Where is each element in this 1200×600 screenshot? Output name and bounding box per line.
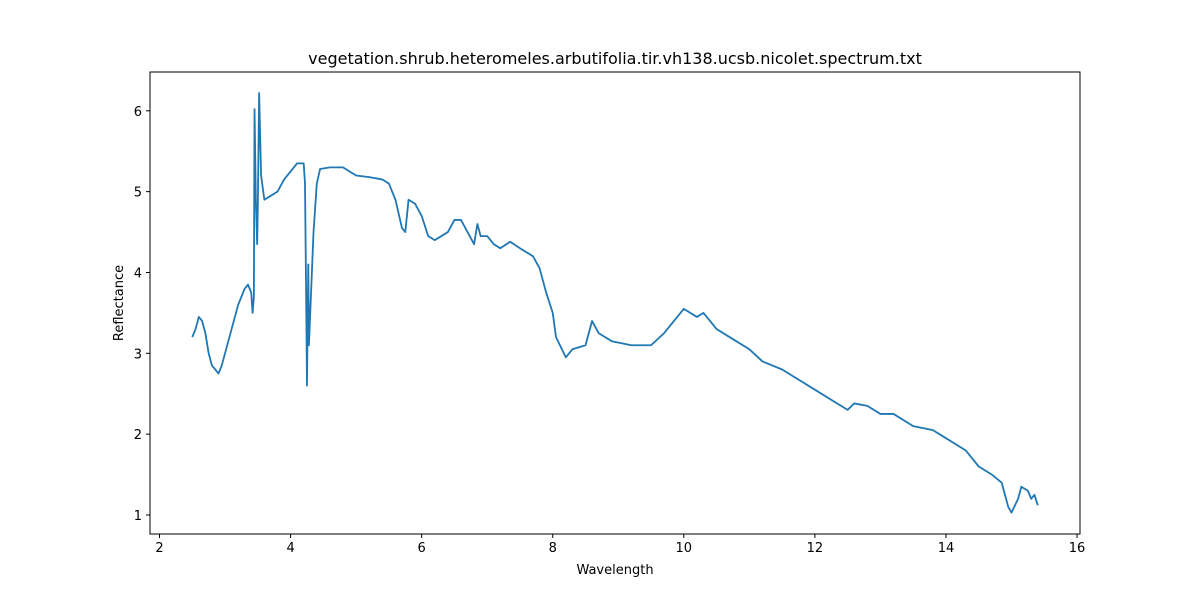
y-tick-label: 4	[134, 266, 142, 281]
y-tick-label: 2	[134, 428, 142, 443]
y-tick-label: 1	[134, 509, 142, 524]
plot-frame	[149, 71, 1081, 535]
x-tick-label: 16	[1069, 541, 1086, 556]
chart-title: vegetation.shrub.heteromeles.arbutifolia…	[308, 49, 922, 68]
y-tick-label: 3	[134, 347, 142, 362]
x-tick-label: 12	[807, 541, 824, 556]
y-axis-label: Reflectance	[112, 265, 127, 341]
x-tick-label: 10	[676, 541, 693, 556]
x-axis-label: Wavelength	[576, 563, 653, 578]
x-tick-label: 14	[938, 541, 955, 556]
spectrum-line	[191, 92, 1039, 514]
x-tick-label: 2	[155, 541, 163, 556]
y-tick-label: 6	[134, 105, 142, 120]
y-tick-label: 5	[134, 186, 142, 201]
x-tick-label: 8	[549, 541, 557, 556]
x-tick-label: 6	[418, 541, 426, 556]
x-tick-label: 4	[286, 541, 294, 556]
